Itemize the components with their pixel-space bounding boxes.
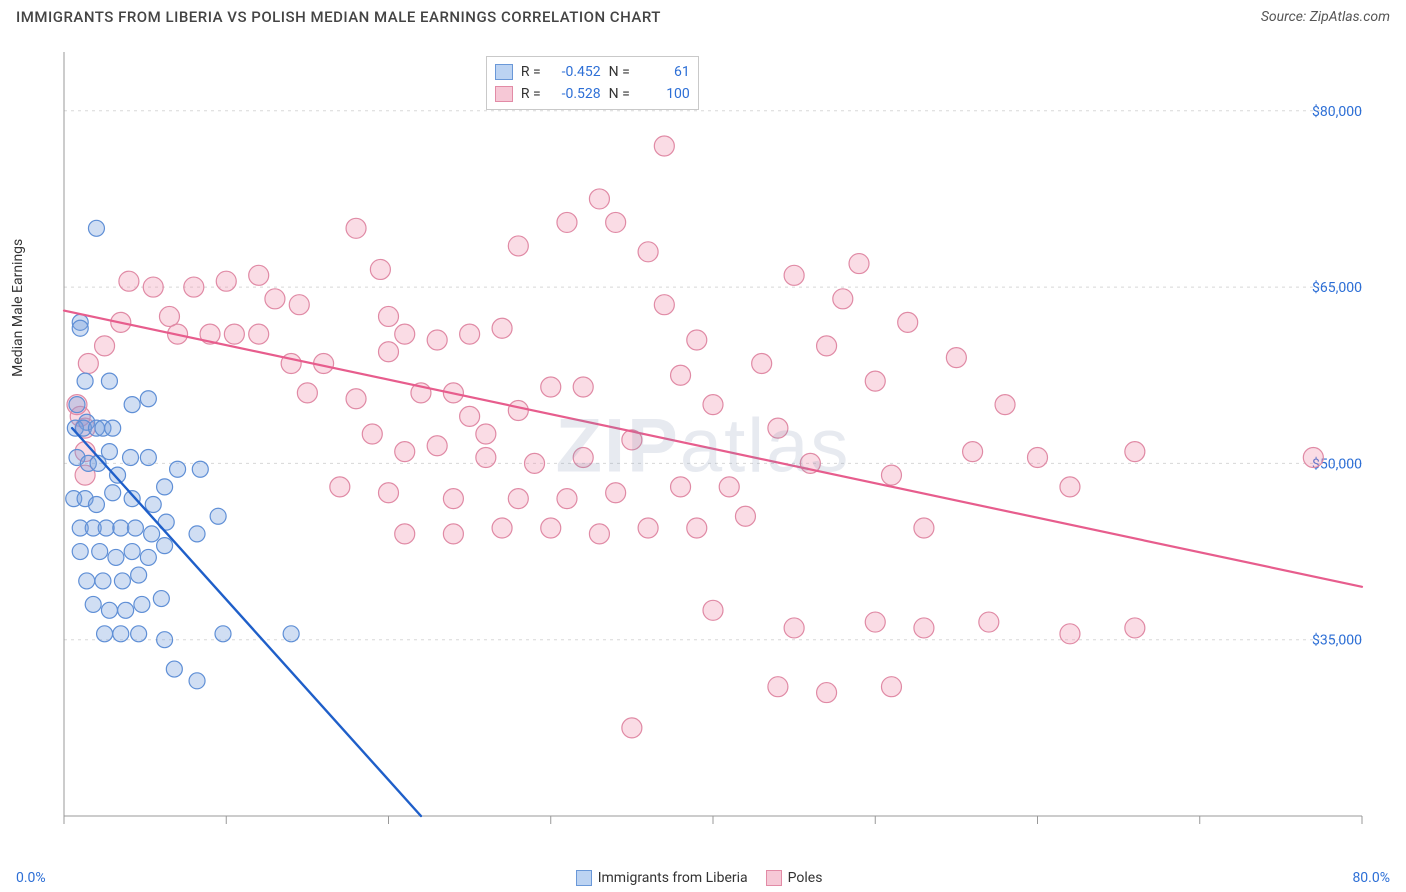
svg-text:$65,000: $65,000 xyxy=(1312,279,1362,296)
legend-label: Immigrants from Liberia xyxy=(598,870,748,886)
chart-title: IMMIGRANTS FROM LIBERIA VS POLISH MEDIAN… xyxy=(16,8,661,26)
x-axis-max: 80.0% xyxy=(1352,870,1390,886)
chart-area: Median Male Earnings $35,000$50,000$65,0… xyxy=(16,40,1390,852)
n-value: 61 xyxy=(638,61,690,83)
r-label: R = xyxy=(521,61,541,83)
svg-text:$80,000: $80,000 xyxy=(1312,103,1362,120)
source-label: Source: ZipAtlas.com xyxy=(1261,9,1390,25)
swatch-icon xyxy=(576,870,592,886)
n-label: N = xyxy=(609,61,630,83)
x-axis-min: 0.0% xyxy=(16,870,46,886)
y-axis-label: Median Male Earnings xyxy=(10,239,26,377)
legend-label: Poles xyxy=(788,870,823,886)
correlation-stats-box: R = -0.452 N = 61 R = -0.528 N = 100 xyxy=(486,56,699,110)
r-value: -0.528 xyxy=(549,83,601,105)
r-value: -0.452 xyxy=(549,61,601,83)
svg-text:$35,000: $35,000 xyxy=(1312,632,1362,649)
swatch-icon xyxy=(766,870,782,886)
scatter-plot: $35,000$50,000$65,000$80,000 xyxy=(16,40,1390,852)
swatch-icon xyxy=(495,86,513,102)
legend-item-poles: Poles xyxy=(766,870,823,886)
x-axis-footer: 0.0% Immigrants from Liberia Poles 80.0% xyxy=(16,870,1390,886)
n-value: 100 xyxy=(638,83,690,105)
swatch-icon xyxy=(495,64,513,80)
legend-item-liberia: Immigrants from Liberia xyxy=(576,870,748,886)
legend: Immigrants from Liberia Poles xyxy=(576,870,823,886)
r-label: R = xyxy=(521,83,541,105)
stat-row-poles: R = -0.528 N = 100 xyxy=(495,83,690,105)
stat-row-liberia: R = -0.452 N = 61 xyxy=(495,61,690,83)
n-label: N = xyxy=(609,83,630,105)
